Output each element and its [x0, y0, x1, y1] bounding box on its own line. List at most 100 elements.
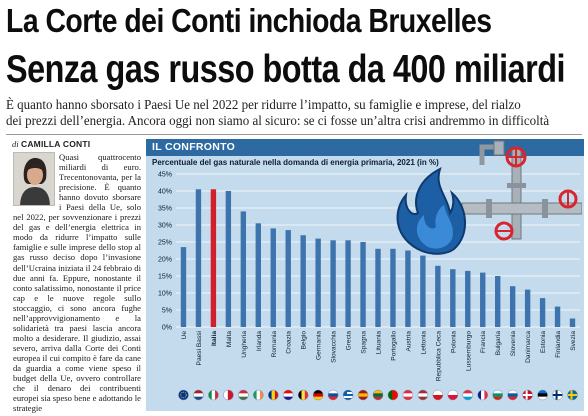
bar-polonia	[450, 269, 456, 327]
x-tick-label: Portogallo	[390, 331, 397, 361]
byline-prefix: di	[12, 139, 19, 149]
bar-svezia	[569, 318, 576, 327]
flag-lettonia	[417, 389, 429, 401]
x-tick-label: Ue	[181, 331, 188, 340]
bar-repubblica-ceca	[435, 265, 441, 327]
x-tick-label: Lussemburgo	[465, 331, 472, 371]
y-tick-label: 10%	[158, 291, 172, 298]
x-tick-label: Italia	[211, 331, 218, 346]
bar-grecia	[345, 240, 351, 327]
bar-lettonia	[420, 255, 426, 327]
deck-line-1: È quanto hanno sborsato i Paesi Ue nel 2…	[6, 97, 521, 112]
comparison-panel: IL CONFRONTO Percentuale del gas natural…	[146, 139, 584, 411]
x-tick-label: Svezia	[570, 331, 577, 351]
x-tick-label: Irlanda	[256, 331, 263, 351]
bar-romania	[270, 228, 276, 327]
y-tick-label: 5%	[162, 308, 172, 315]
flag-danimarca	[522, 389, 533, 401]
bar-francia	[480, 272, 486, 327]
x-tick-label: Austria	[405, 331, 412, 352]
gas-flame-pipe-illustration	[396, 140, 582, 255]
x-tick-label: Francia	[480, 331, 487, 353]
x-tick-label: Croazia	[286, 331, 293, 354]
flag-portogallo	[387, 389, 399, 401]
bar-slovacchia	[330, 240, 336, 327]
flag-italia	[208, 389, 219, 401]
flag-malta	[223, 389, 234, 401]
headline-line-1: La Corte dei Conti inchioda Bruxelles	[6, 2, 492, 39]
y-tick-label: 35%	[158, 206, 172, 213]
x-tick-label: Grecia	[346, 331, 353, 351]
bar-slovenia	[509, 286, 516, 327]
y-tick-label: 0%	[162, 325, 172, 332]
x-tick-label: Belgio	[301, 331, 308, 350]
bar-austria	[405, 250, 411, 327]
flag-finlandia	[552, 389, 563, 401]
article-text: Quasi quattro­cento miliardi di euro. Tr…	[13, 152, 141, 414]
y-tick-label: 25%	[158, 240, 172, 247]
x-tick-label: Lettonia	[420, 331, 427, 355]
bar-spagna	[360, 242, 366, 327]
headline-line-2: Senza gas russo botta da 400 miliardi	[6, 48, 566, 91]
flag-ue	[178, 389, 189, 401]
bar-italia	[210, 189, 217, 327]
bar-irlanda	[255, 223, 261, 327]
x-tick-label: Estonia	[540, 331, 547, 353]
bar-malta	[225, 191, 232, 327]
bar-belgio	[300, 235, 306, 327]
bar-chart: 0% 5% 10% 15% 20% 25% 30% 35% 40% 45% Ue Paesi Bass…	[158, 172, 580, 401]
bar-ungheria	[240, 211, 247, 327]
flag-grecia	[342, 389, 354, 401]
flag-croazia	[282, 389, 294, 401]
chart-title: Percentuale del gas naturale nella doman…	[152, 158, 439, 167]
flag-irlanda	[253, 389, 264, 401]
x-tick-label: Paesi Bassi	[196, 330, 203, 365]
flag-polonia	[447, 389, 459, 401]
y-tick-label: 45%	[158, 172, 172, 179]
flag-austria	[402, 389, 414, 401]
flag-slovenia	[507, 389, 518, 401]
y-tick-label: 15%	[158, 274, 172, 281]
y-tick-label: 20%	[158, 257, 172, 264]
x-tick-label: Repubblica Ceca	[435, 331, 442, 382]
bar-ue	[180, 247, 187, 327]
article-body: Quasi quattro­cento miliardi di euro. Tr…	[13, 152, 141, 414]
author-photo	[13, 152, 55, 206]
panel-header: IL CONFRONTO	[146, 139, 584, 156]
flag-slovacchia	[327, 389, 339, 401]
x-tick-label: Polonia	[450, 331, 457, 353]
bar-finlandia	[554, 306, 561, 327]
flag-svezia	[567, 389, 578, 401]
flag-bulgaria	[492, 389, 503, 401]
flag-belgio	[297, 389, 309, 401]
bar-croazia	[285, 230, 291, 327]
x-tick-label: Finlandia	[555, 331, 562, 358]
x-tick-label: Slovacchia	[331, 331, 338, 363]
y-tick-label: 40%	[158, 189, 172, 196]
bar-lussemburgo	[465, 270, 471, 327]
x-tick-label: Slovenia	[510, 331, 517, 357]
byline-author: CAMILLA CONTI	[21, 139, 91, 149]
x-tick-label: Ungheria	[241, 331, 248, 358]
x-tick-label: Lituania	[376, 331, 383, 354]
bar-estonia	[539, 298, 546, 327]
flag-romania	[268, 389, 279, 401]
bar-bulgaria	[495, 276, 501, 327]
bar-germania	[315, 238, 321, 327]
flag-lituania	[372, 389, 384, 401]
section-divider	[6, 134, 582, 135]
flag-estonia	[537, 389, 548, 401]
flag-ungheria	[238, 389, 249, 401]
bar-danimarca	[524, 289, 531, 327]
y-tick-label: 30%	[158, 223, 172, 230]
deck: È quanto hanno sborsato i Paesi Ue nel 2…	[6, 97, 575, 129]
bar-paesi-bassi	[195, 189, 202, 327]
flag-repubblica-ceca	[432, 389, 444, 401]
flag-lussemburgo	[462, 389, 474, 401]
x-tick-label: Germania	[316, 331, 323, 360]
x-tick-label: Danimarca	[525, 331, 532, 363]
deck-line-2: dei prezzi dell’energia. Ancora oggi non…	[6, 113, 550, 128]
flag-germania	[312, 389, 324, 401]
x-tick-label: Spagna	[361, 331, 368, 354]
flag-paesi-bassi	[193, 389, 204, 401]
